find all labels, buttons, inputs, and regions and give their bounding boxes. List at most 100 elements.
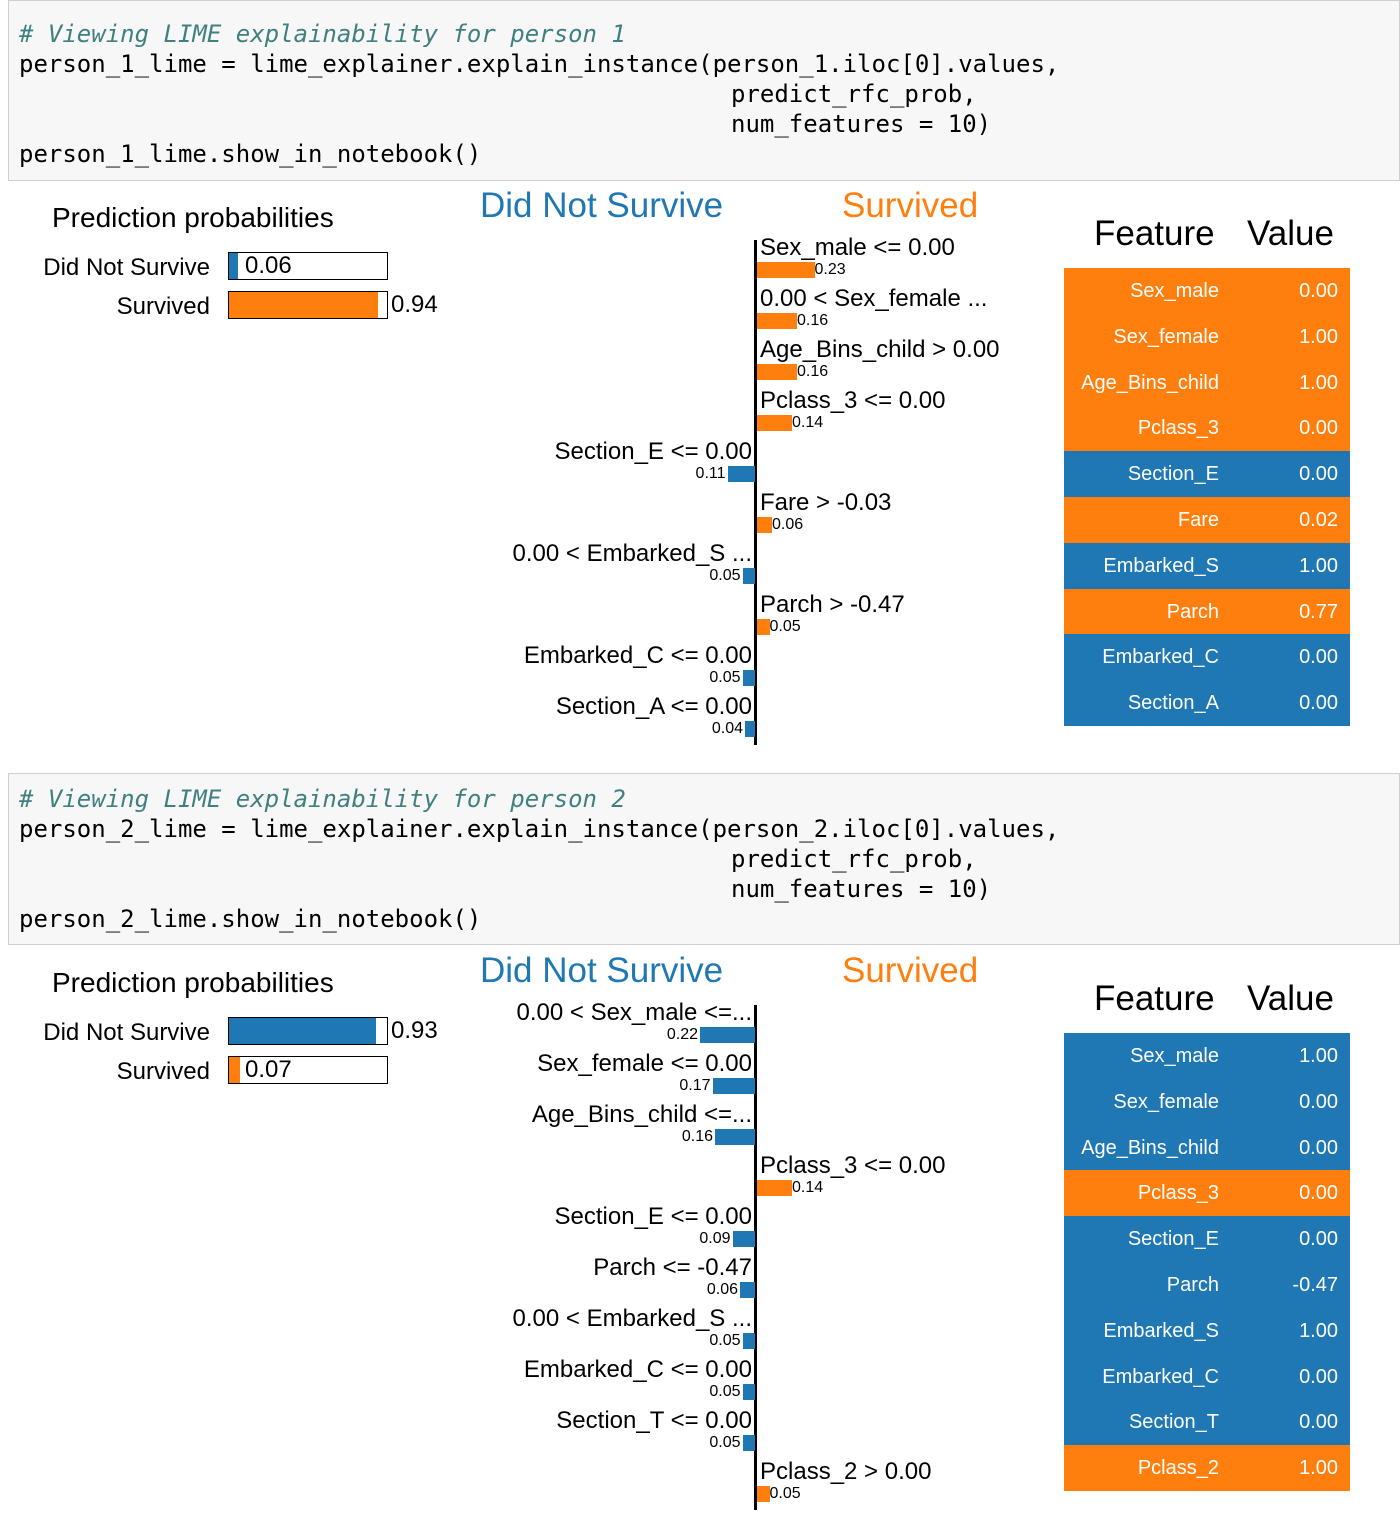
table-row: Section_T 0.00 bbox=[1064, 1399, 1350, 1446]
feature-weight-value: 0.17 bbox=[679, 1077, 711, 1094]
table-feature-value: 1.00 bbox=[1299, 325, 1338, 348]
prediction-probabilities-title: Prediction probabilities bbox=[52, 967, 334, 998]
feature-weight-value: 0.04 bbox=[711, 720, 743, 737]
feature-weight-bar bbox=[757, 415, 792, 431]
feature-weight-bar bbox=[757, 619, 770, 635]
feature-label: Age_Bins_child <=... bbox=[531, 1101, 752, 1128]
feature-label: 0.00 < Sex_male <=... bbox=[516, 999, 753, 1026]
table-feature-name: Parch bbox=[1166, 1274, 1219, 1296]
probability-bar: 0.07 bbox=[228, 1056, 388, 1084]
table-row: Pclass_2 1.00 bbox=[1064, 1445, 1350, 1492]
lime-output-2: Prediction probabilities Did Not Survive… bbox=[0, 951, 1400, 1513]
feature-label: Section_T <= 0.00 bbox=[556, 1407, 752, 1434]
feature-weight-bar bbox=[732, 1231, 755, 1247]
table-header-value: Value bbox=[1247, 214, 1334, 253]
feature-label: 0.00 < Embarked_S ... bbox=[512, 540, 752, 567]
probability-fill bbox=[229, 1018, 376, 1044]
table-row: Parch 0.77 bbox=[1064, 588, 1350, 635]
table-header-feature: Feature bbox=[1094, 214, 1215, 253]
table-feature-value: 0.00 bbox=[1299, 1090, 1338, 1113]
table-feature-name: Parch bbox=[1166, 600, 1219, 623]
feature-weight-bar bbox=[712, 1078, 755, 1094]
table-feature-value: 0.00 bbox=[1299, 1411, 1338, 1434]
table-row: Pclass_3 0.00 bbox=[1064, 405, 1350, 452]
table-feature-value: 1.00 bbox=[1299, 1457, 1338, 1480]
table-row: Sex_male 1.00 bbox=[1064, 1033, 1350, 1079]
code-comment: # Viewing LIME explainability for person… bbox=[19, 20, 626, 48]
probability-fill bbox=[229, 1057, 241, 1083]
feature-label: Embarked_C <= 0.00 bbox=[523, 642, 752, 669]
code-line: person_1_lime.show_in_notebook() bbox=[19, 140, 482, 168]
table-feature-name: Section_T bbox=[1128, 1411, 1219, 1434]
feature-label: Section_E <= 0.00 bbox=[554, 438, 752, 465]
feature-weight-bar bbox=[740, 1282, 755, 1298]
table-feature-name: Embarked_C bbox=[1102, 1365, 1219, 1388]
class-positive-header: Survived bbox=[842, 951, 979, 990]
table-row: Sex_male 0.00 bbox=[1064, 268, 1350, 314]
table-row: Age_Bins_child 0.00 bbox=[1064, 1124, 1350, 1171]
feature-weight-value: 0.16 bbox=[681, 1128, 713, 1145]
feature-label: 0.00 < Embarked_S ... bbox=[512, 1305, 752, 1332]
table-header-feature: Feature bbox=[1094, 979, 1215, 1018]
feature-weight-bar bbox=[745, 721, 755, 737]
feature-weight-value: 0.11 bbox=[695, 465, 726, 482]
table-row: Sex_female 0.00 bbox=[1064, 1078, 1350, 1125]
feature-weight-value: 0.06 bbox=[706, 1281, 738, 1298]
feature-weight-value: 0.05 bbox=[769, 1485, 801, 1502]
feature-weight-value: 0.05 bbox=[709, 1383, 741, 1400]
table-row: Age_Bins_child 1.00 bbox=[1064, 359, 1350, 406]
table-feature-value: 0.00 bbox=[1299, 1136, 1338, 1159]
table-row: Embarked_C 0.00 bbox=[1064, 634, 1350, 681]
table-feature-name: Embarked_S bbox=[1103, 554, 1219, 577]
table-row: Embarked_C 0.00 bbox=[1064, 1353, 1350, 1400]
feature-weight-value: 0.09 bbox=[699, 1230, 731, 1247]
table-row: Fare 0.02 bbox=[1064, 497, 1350, 543]
table-feature-value: 0.02 bbox=[1299, 509, 1338, 531]
table-row: Section_E 0.00 bbox=[1064, 451, 1350, 498]
probability-label: Survived bbox=[116, 1058, 210, 1085]
feature-label: Fare > -0.03 bbox=[760, 489, 892, 516]
table-feature-name: Section_E bbox=[1127, 1228, 1219, 1251]
feature-weight-bar bbox=[742, 1333, 755, 1349]
table-feature-name: Embarked_S bbox=[1103, 1319, 1219, 1342]
table-row: Embarked_S 1.00 bbox=[1064, 1307, 1350, 1354]
feature-weight-bar bbox=[715, 1129, 755, 1145]
code-cell-2[interactable]: # Viewing LIME explainability for person… bbox=[8, 773, 1400, 945]
class-negative-header: Did Not Survive bbox=[480, 951, 724, 990]
table-feature-name: Sex_male bbox=[1130, 280, 1219, 302]
table-row: Parch -0.47 bbox=[1064, 1262, 1350, 1308]
feature-weight-value: 0.05 bbox=[709, 1332, 741, 1349]
probability-label: Survived bbox=[116, 293, 210, 320]
feature-label: Pclass_2 > 0.00 bbox=[760, 1458, 932, 1485]
feature-weight-bar bbox=[742, 670, 755, 686]
table-feature-name: Sex_male bbox=[1130, 1045, 1219, 1067]
table-row: Section_E 0.00 bbox=[1064, 1216, 1350, 1263]
table-feature-name: Pclass_3 bbox=[1137, 1182, 1219, 1205]
table-feature-name: Pclass_2 bbox=[1137, 1457, 1219, 1480]
table-feature-value: 0.00 bbox=[1299, 417, 1338, 440]
probability-value: 0.07 bbox=[245, 1056, 292, 1083]
table-feature-value: 0.00 bbox=[1299, 1228, 1338, 1251]
code-comment: # Viewing LIME explainability for person… bbox=[19, 785, 626, 813]
feature-weight-bar bbox=[757, 364, 797, 380]
table-feature-value: 0.00 bbox=[1299, 692, 1338, 715]
feature-weight-bar bbox=[742, 1435, 755, 1451]
feature-label: Age_Bins_child > 0.00 bbox=[760, 336, 1000, 363]
table-row: Section_A 0.00 bbox=[1064, 680, 1350, 727]
feature-weight-value: 0.14 bbox=[792, 414, 824, 431]
table-feature-value: 0.00 bbox=[1299, 1182, 1338, 1205]
feature-weight-bar bbox=[757, 262, 815, 278]
feature-weight-bar bbox=[757, 1180, 792, 1196]
probability-bar: 0.06 bbox=[228, 252, 388, 280]
feature-label: Sex_male <= 0.00 bbox=[760, 234, 955, 261]
feature-weight-value: 0.05 bbox=[709, 669, 741, 686]
table-feature-name: Pclass_3 bbox=[1137, 417, 1219, 440]
code-cell-1[interactable]: # Viewing LIME explainability for person… bbox=[8, 0, 1400, 181]
table-feature-value: 0.77 bbox=[1299, 600, 1338, 623]
table-row: Sex_female 1.00 bbox=[1064, 313, 1350, 360]
probability-bar: 0.93 bbox=[228, 1017, 438, 1045]
feature-weight-value: 0.05 bbox=[769, 618, 801, 635]
feature-weight-value: 0.05 bbox=[709, 1434, 741, 1451]
probability-bar: 0.94 bbox=[228, 291, 438, 319]
code-line: predict_rfc_prob, bbox=[731, 845, 977, 873]
